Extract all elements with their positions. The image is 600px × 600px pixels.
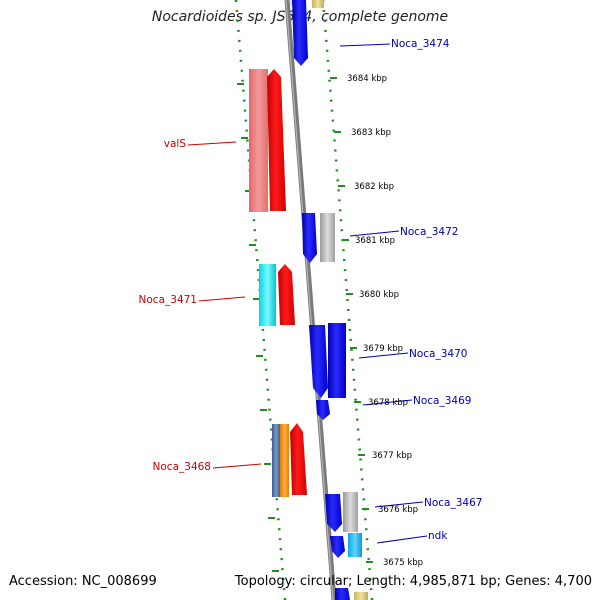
gene-label-noca-3471[interactable]: Noca_3471 — [139, 294, 197, 306]
gene-label-noca-3467[interactable]: Noca_3467 — [424, 497, 482, 509]
label-leader-line — [212, 463, 262, 469]
label-leader-line — [198, 296, 246, 302]
gene-feature[interactable] — [267, 69, 286, 211]
genome-backbone-highlight — [285, 0, 334, 600]
genome-stats-text: Topology: circular; Length: 4,985,871 bp… — [234, 574, 592, 589]
label-leader-line — [358, 352, 409, 359]
gene-label-vals[interactable]: valS — [164, 138, 187, 150]
gene-noca-3472[interactable] — [302, 213, 317, 263]
gene-feature[interactable] — [278, 264, 295, 325]
gene-noca-3471[interactable] — [259, 264, 276, 326]
label-leader-line — [376, 535, 428, 544]
label-leader-line — [349, 230, 400, 237]
scale-label: 3680 kbp — [359, 290, 399, 300]
scale-label: 3678 kbp — [368, 398, 408, 408]
label-leader-line — [187, 141, 237, 146]
gene-noca-3467[interactable] — [325, 494, 342, 532]
accession-text: Accession: NC_008699 — [9, 574, 157, 589]
scale-label: 3681 kbp — [355, 236, 395, 246]
gene-feature[interactable] — [320, 213, 335, 262]
gene-ndk[interactable] — [330, 536, 345, 558]
label-leader-line — [339, 43, 391, 47]
gene-feature[interactable] — [354, 592, 368, 600]
label-leader-line — [374, 501, 424, 508]
label-leader-line — [362, 399, 413, 406]
gene-noca-3468[interactable] — [272, 424, 280, 497]
gene-label-noca-3469[interactable]: Noca_3469 — [413, 395, 471, 407]
gene-noca-3474[interactable] — [292, 0, 308, 66]
gene-feature[interactable] — [328, 323, 346, 398]
right-tick-marks — [330, 77, 373, 563]
gene-vals[interactable] — [249, 69, 268, 212]
gene-label-noca-3474[interactable]: Noca_3474 — [391, 38, 450, 50]
gene-label-noca-3472[interactable]: Noca_3472 — [400, 226, 458, 238]
gene-feature[interactable] — [312, 0, 324, 8]
gene-feature[interactable] — [348, 533, 362, 557]
forward-strand-boundary — [321, 0, 374, 600]
gene-feature[interactable] — [290, 423, 307, 495]
gene-feature[interactable] — [280, 424, 289, 497]
gene-feature[interactable] — [343, 492, 358, 532]
scale-label: 3675 kbp — [383, 558, 423, 568]
scale-label: 3683 kbp — [351, 128, 391, 138]
scale-label: 3684 kbp — [347, 74, 387, 84]
gene-noca-3470[interactable] — [309, 325, 328, 398]
scale-label: 3679 kbp — [363, 344, 403, 354]
gene-label-ndk[interactable]: ndk — [428, 530, 448, 542]
scale-label: 3677 kbp — [372, 451, 412, 461]
gene-noca-3469[interactable] — [316, 400, 330, 420]
gene-feature[interactable] — [335, 588, 350, 600]
scale-label: 3682 kbp — [354, 182, 394, 192]
scale-label: 3676 kbp — [378, 505, 418, 515]
gene-label-noca-3468[interactable]: Noca_3468 — [153, 461, 211, 473]
gene-label-noca-3470[interactable]: Noca_3470 — [409, 348, 467, 360]
